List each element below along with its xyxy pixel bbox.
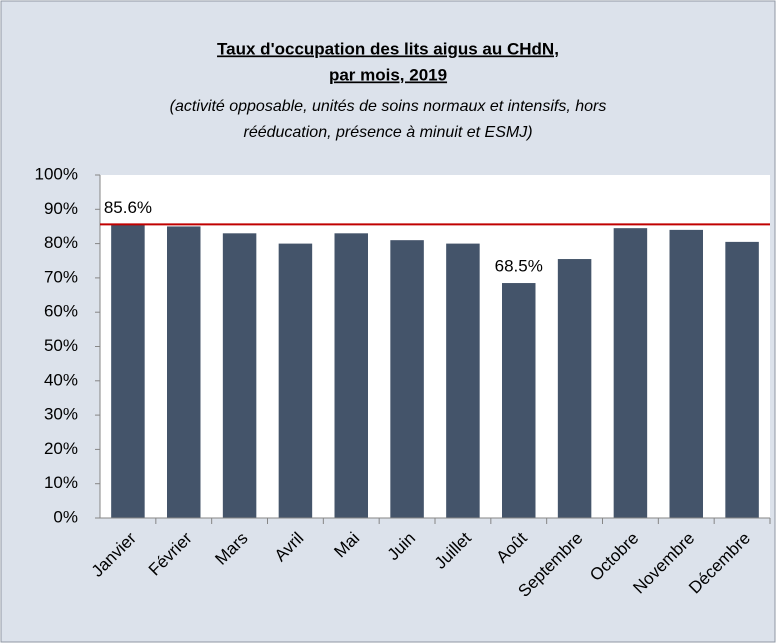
y-tick-label: 80% bbox=[44, 233, 78, 252]
y-tick-label: 100% bbox=[35, 164, 78, 183]
y-tick-label: 60% bbox=[44, 302, 78, 321]
y-tick-label: 70% bbox=[44, 267, 78, 286]
y-tick-label: 20% bbox=[44, 439, 78, 458]
chart-title: par mois, 2019 bbox=[329, 65, 447, 84]
y-tick-label: 90% bbox=[44, 199, 78, 218]
bar bbox=[390, 240, 424, 519]
bar bbox=[222, 233, 257, 518]
chart-subtitle: rééducation, présence à minuit et ESMJ) bbox=[243, 124, 532, 141]
y-tick-label: 40% bbox=[44, 370, 78, 389]
data-label: 85.6% bbox=[104, 198, 152, 217]
bar bbox=[613, 228, 648, 519]
bar bbox=[669, 229, 703, 518]
bar bbox=[446, 243, 480, 518]
bar bbox=[167, 226, 201, 518]
bar bbox=[334, 233, 368, 518]
y-tick-label: 30% bbox=[44, 405, 78, 424]
chart-title: Taux d'occupation des lits aigus au CHdN… bbox=[217, 39, 559, 58]
y-tick-label: 10% bbox=[44, 473, 78, 492]
bar bbox=[725, 241, 759, 518]
plot-area bbox=[100, 175, 770, 518]
bar bbox=[111, 224, 145, 518]
y-tick-label: 50% bbox=[44, 336, 78, 355]
bar bbox=[557, 259, 592, 518]
chart-subtitle: (activité opposable, unités de soins nor… bbox=[170, 98, 607, 115]
bar bbox=[278, 243, 313, 518]
data-label: 68.5% bbox=[495, 257, 543, 276]
bar bbox=[502, 283, 536, 518]
y-tick-label: 0% bbox=[53, 507, 78, 526]
